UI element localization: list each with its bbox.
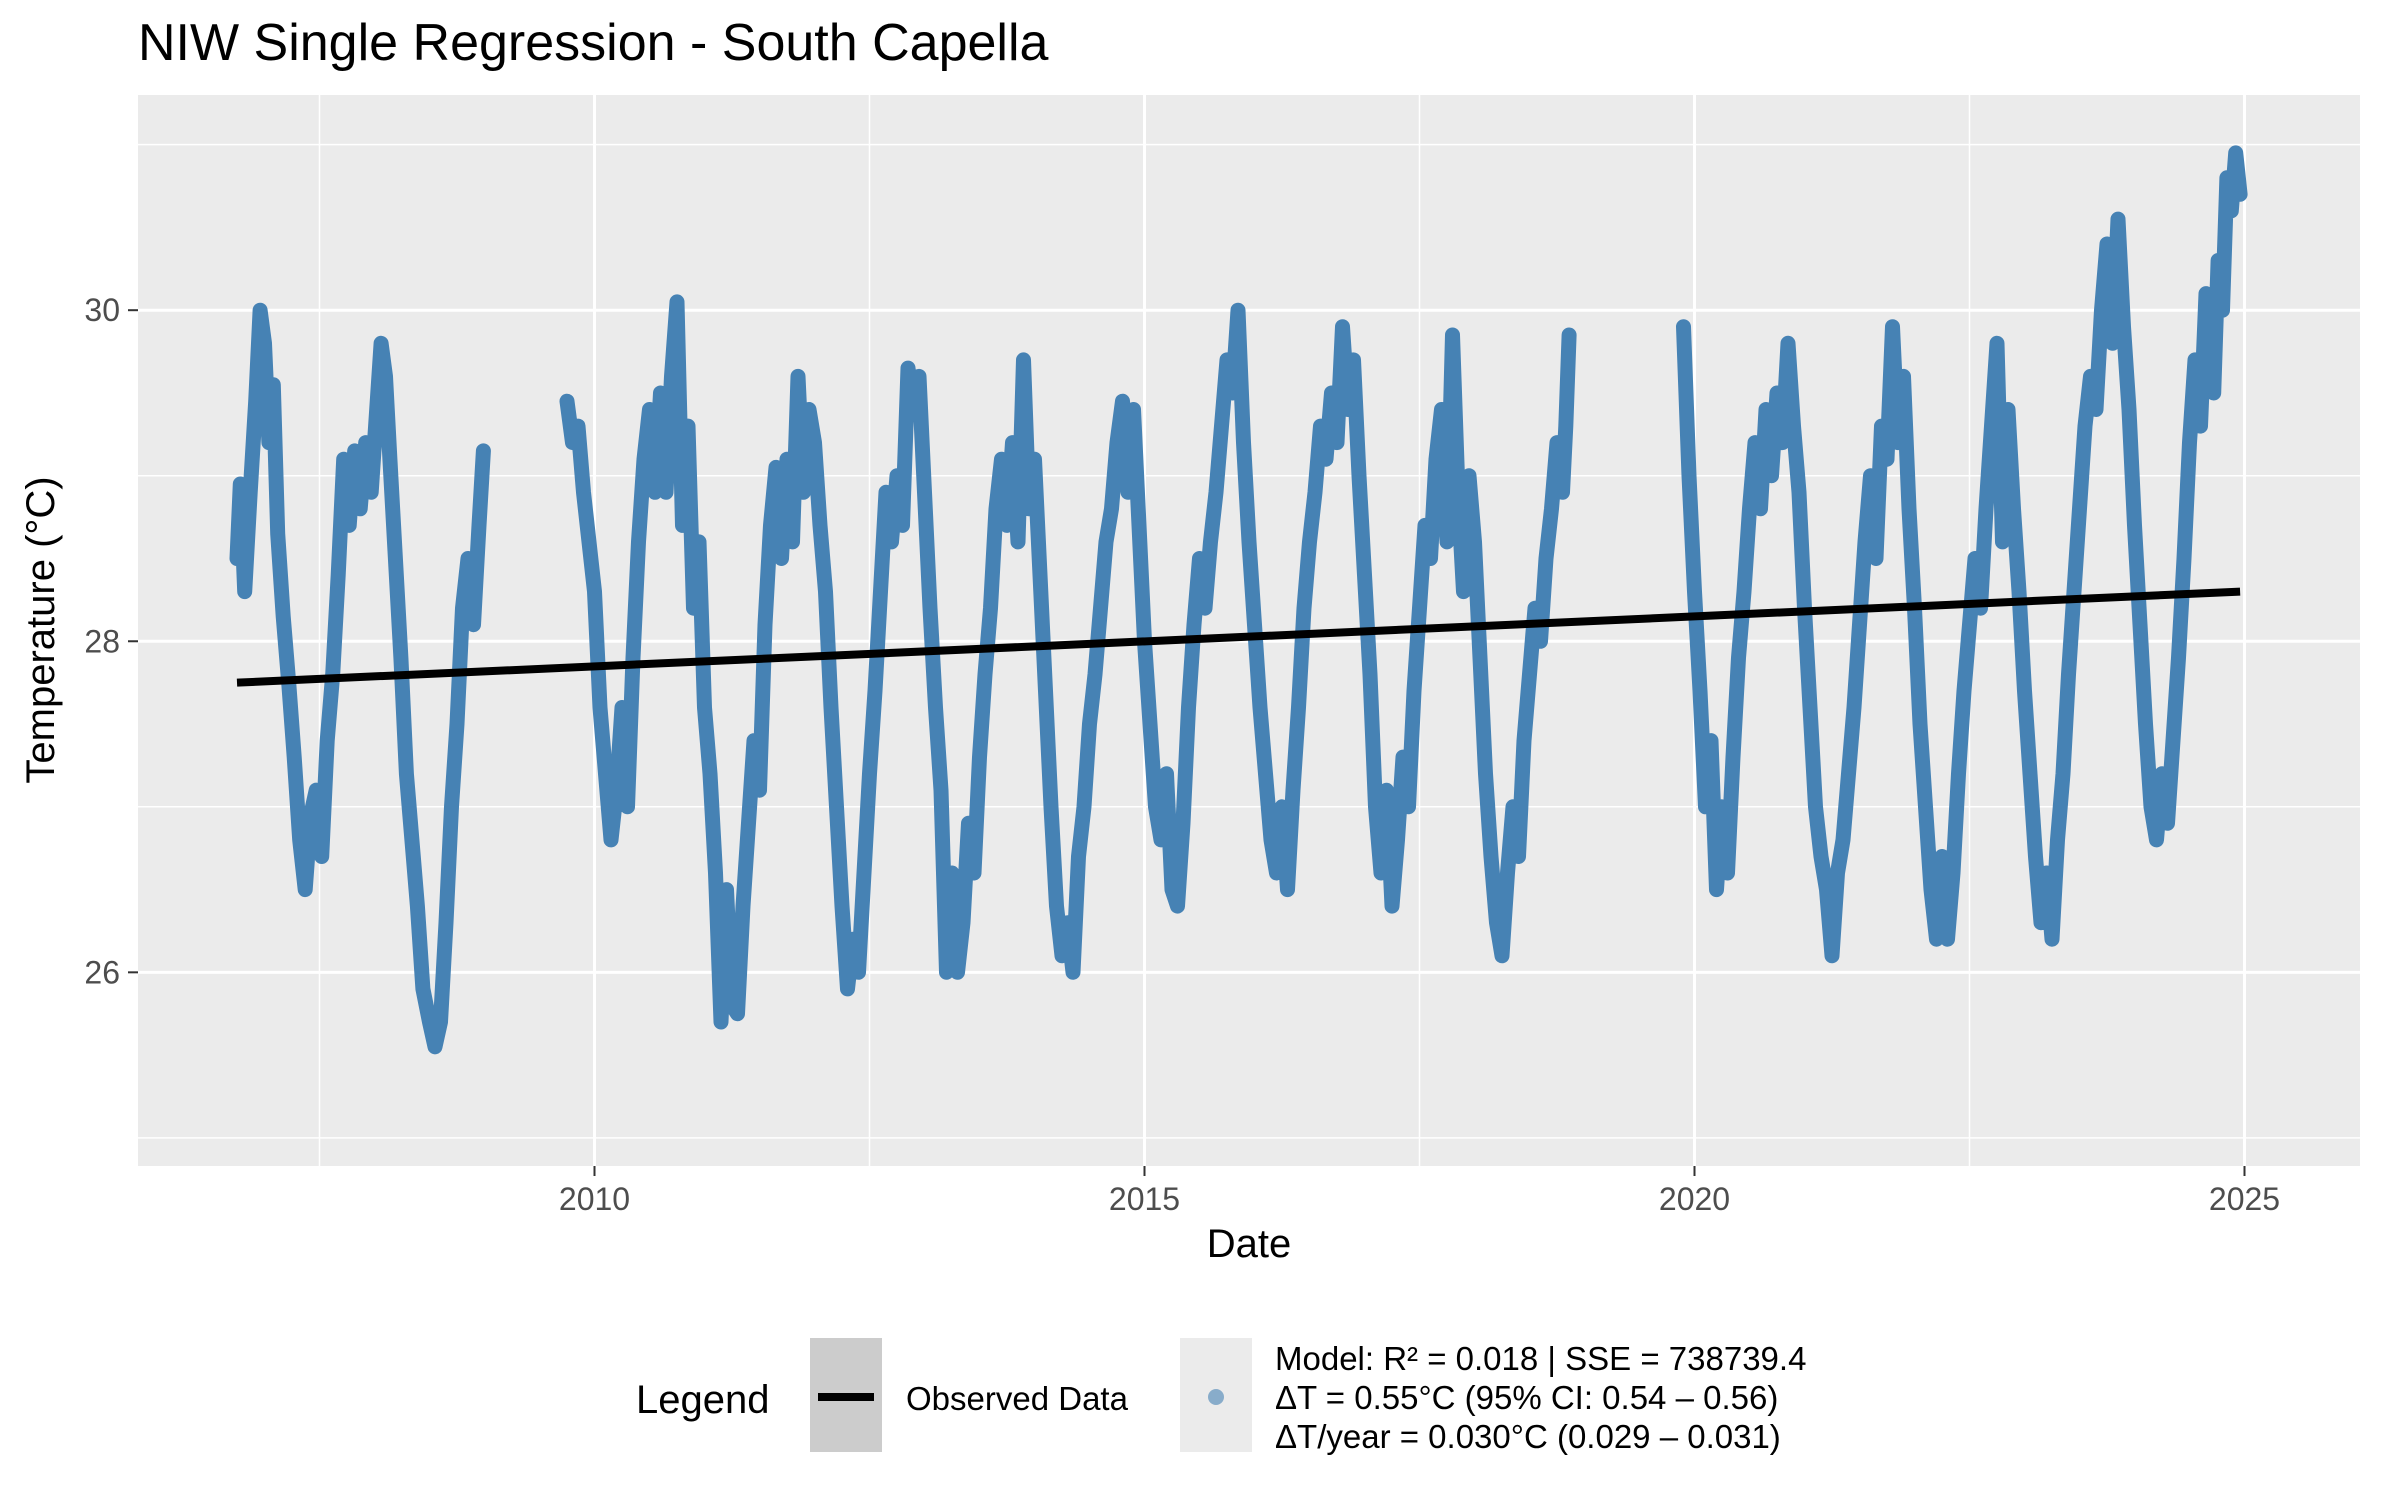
chart-title: NIW Single Regression - South Capella: [138, 14, 1049, 72]
observed-data-line: [229, 302, 491, 1055]
y-tick-label: 26: [84, 954, 120, 990]
legend-model-line-2: ΔT = 0.55°C (95% CI: 0.54 – 0.56): [1275, 1379, 1778, 1416]
legend: Legend Observed Data Model: R² = 0.018 |…: [636, 1338, 1806, 1455]
legend-key-point: [1208, 1389, 1224, 1405]
y-axis-title: Temperature (°C): [19, 476, 63, 783]
legend-line-label: Observed Data: [906, 1380, 1129, 1417]
legend-model-line-3: ΔT/year = 0.030°C (0.029 – 0.031): [1275, 1418, 1781, 1455]
x-tick-label: 2020: [1659, 1181, 1730, 1217]
x-tick-label: 2025: [2209, 1181, 2280, 1217]
y-tick-label: 28: [84, 623, 120, 659]
legend-model-line-1: Model: R² = 0.018 | SSE = 738739.4: [1275, 1340, 1806, 1377]
observed-data-line: [559, 294, 1577, 1030]
y-tick-label: 30: [84, 292, 120, 328]
x-tick-label: 2015: [1109, 1181, 1180, 1217]
regression-trend-line: [236, 587, 2241, 687]
observed-data-line: [1676, 145, 2248, 964]
x-tick-label: 2010: [559, 1181, 630, 1217]
legend-title: Legend: [636, 1378, 769, 1422]
x-axis-title: Date: [1207, 1222, 1292, 1266]
axis-ticks: 2010 2015 2020 2025 26 28 30: [84, 292, 2280, 1217]
series-layer: [229, 145, 2248, 1055]
